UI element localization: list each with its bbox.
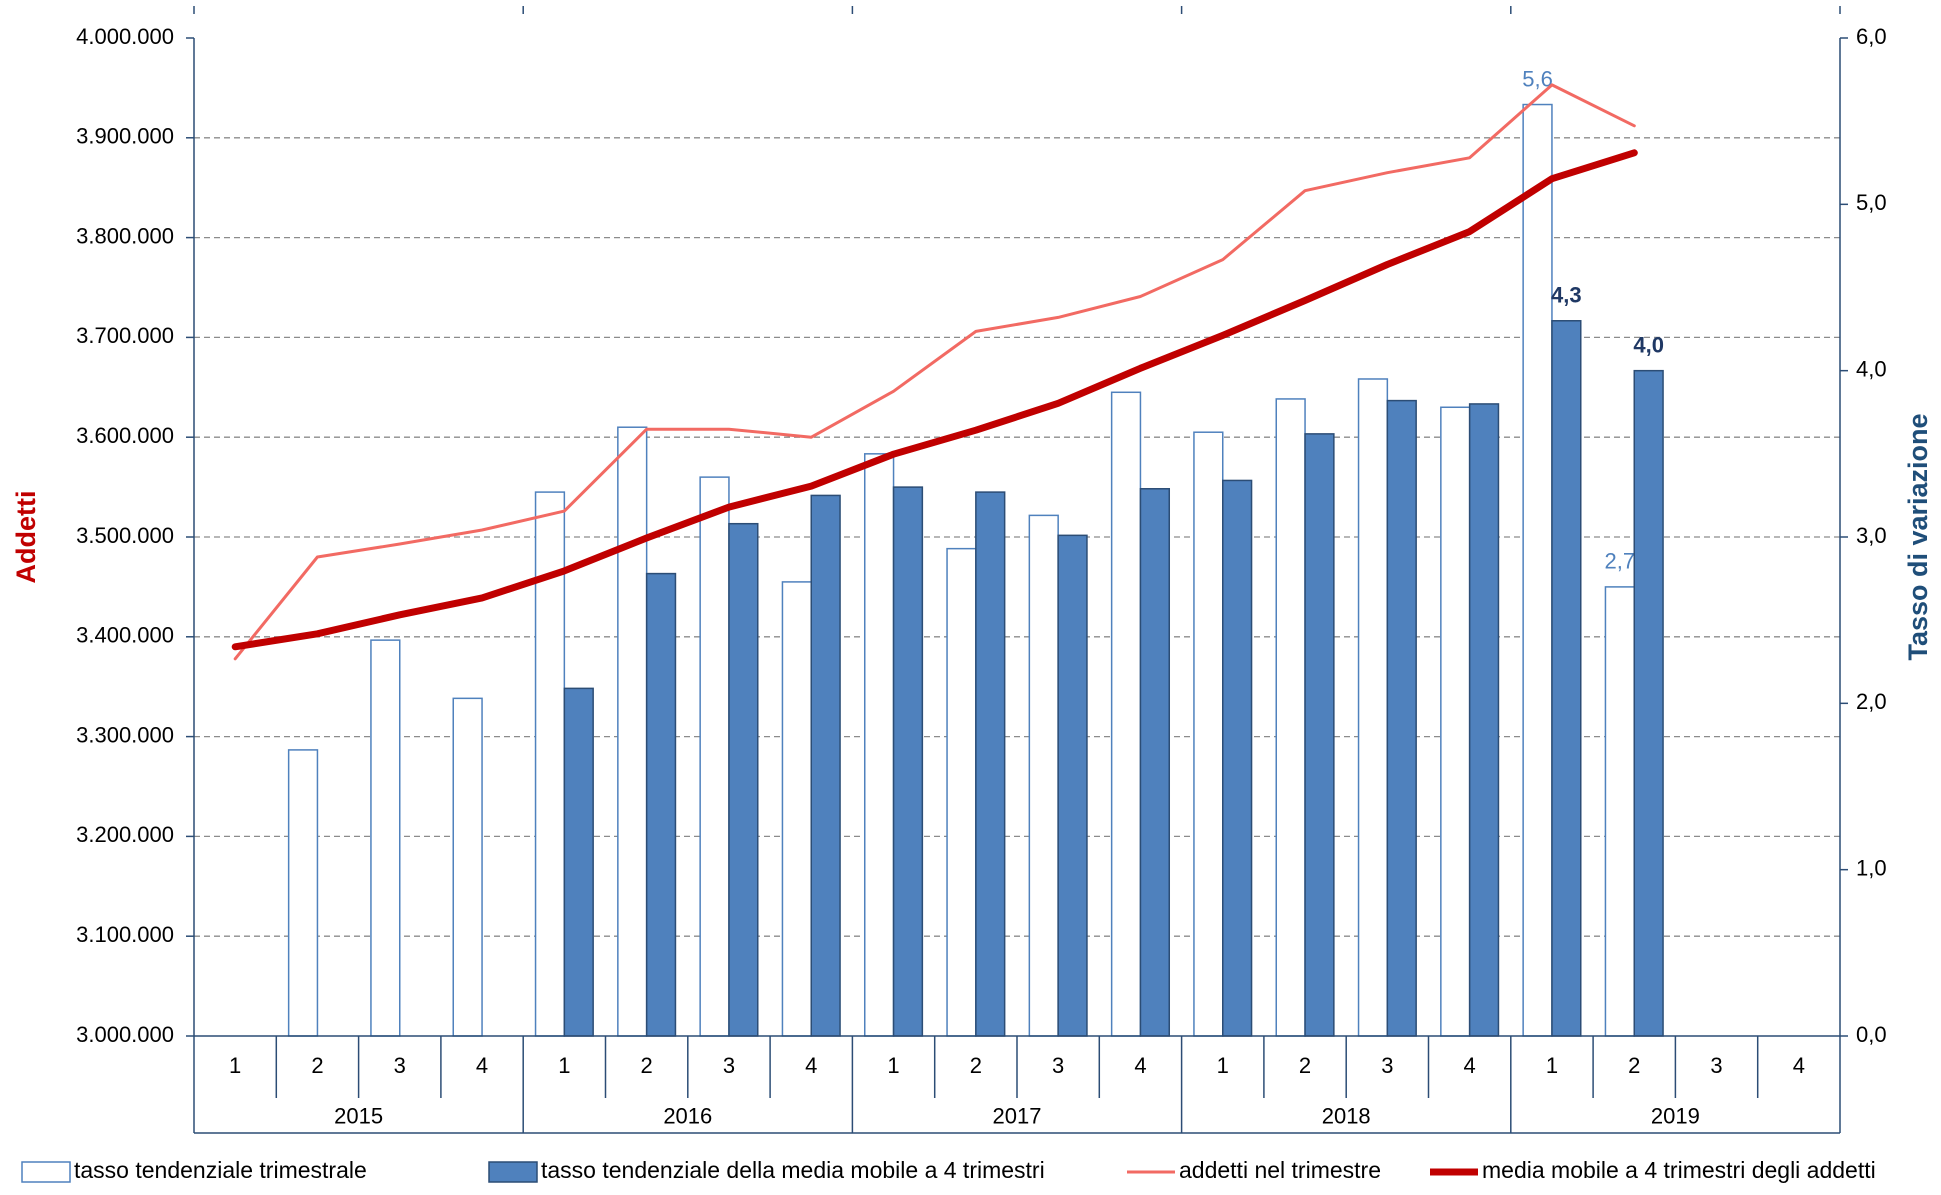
x-tick-label: 2 xyxy=(1299,1053,1311,1078)
x-tick-label: 3 xyxy=(1710,1053,1722,1078)
bar xyxy=(1357,378,1389,1037)
bar xyxy=(1386,399,1417,1037)
x-tick-label: 1 xyxy=(887,1053,899,1078)
x-tick-label: 3 xyxy=(723,1053,735,1078)
bar xyxy=(563,687,594,1037)
y2-axis-title: Tasso di variazione xyxy=(1903,413,1933,660)
legend-label: tasso tendenziale trimestrale xyxy=(74,1157,367,1183)
bar xyxy=(645,572,677,1037)
x-tick-label: 4 xyxy=(1134,1053,1146,1078)
y2-tick-label: 4,0 xyxy=(1856,356,1887,381)
bar xyxy=(1139,488,1171,1037)
bar xyxy=(1633,369,1664,1037)
y-tick-label: 3.700.000 xyxy=(76,323,174,348)
bar xyxy=(863,453,895,1037)
bar xyxy=(370,639,401,1037)
bar xyxy=(699,476,730,1037)
x-tick-label: 1 xyxy=(229,1053,241,1078)
bar xyxy=(1193,431,1224,1037)
legend-label: addetti nel trimestre xyxy=(1179,1157,1381,1183)
x-tick-label: 1 xyxy=(558,1053,570,1078)
x-tick-label: 4 xyxy=(1464,1053,1476,1078)
x-tick-label: 2 xyxy=(970,1053,982,1078)
bar xyxy=(287,749,319,1037)
bar xyxy=(452,697,483,1037)
bar xyxy=(1440,406,1471,1037)
x-group-label: 2015 xyxy=(334,1103,383,1128)
y2-tick-label: 6,0 xyxy=(1856,24,1887,49)
x-group-label: 2018 xyxy=(1322,1103,1371,1128)
x-tick-label: 4 xyxy=(1793,1053,1805,1078)
bar xyxy=(1304,433,1335,1037)
line xyxy=(233,83,1636,661)
bar xyxy=(975,491,1006,1037)
y2-tick-label: 5,0 xyxy=(1856,190,1887,215)
data-label: 4,0 xyxy=(1633,332,1664,357)
y-tick-label: 3.900.000 xyxy=(76,124,174,149)
y2-tick-label: 0,0 xyxy=(1856,1022,1887,1047)
bar xyxy=(1028,514,1059,1037)
y-tick-label: 3.500.000 xyxy=(76,523,174,548)
bar xyxy=(810,494,841,1037)
x-tick-label: 4 xyxy=(476,1053,488,1078)
bar xyxy=(1110,391,1142,1037)
bar xyxy=(617,426,648,1037)
bar xyxy=(1551,320,1582,1037)
y-tick-label: 3.200.000 xyxy=(76,822,174,847)
legend-swatch xyxy=(488,1161,538,1183)
x-tick-label: 1 xyxy=(1217,1053,1229,1078)
y-tick-label: 3.800.000 xyxy=(76,223,174,248)
x-tick-label: 4 xyxy=(805,1053,817,1078)
data-label: 2,7 xyxy=(1605,549,1636,574)
legend-swatch xyxy=(21,1161,71,1183)
y2-tick-label: 1,0 xyxy=(1856,855,1887,880)
bar xyxy=(1604,586,1635,1037)
x-tick-label: 2 xyxy=(311,1053,323,1078)
bar xyxy=(892,486,924,1037)
y2-tick-label: 3,0 xyxy=(1856,523,1887,548)
y-tick-label: 3.100.000 xyxy=(76,922,174,947)
y-tick-label: 3.300.000 xyxy=(76,722,174,747)
x-tick-label: 1 xyxy=(1546,1053,1558,1078)
x-group-label: 2019 xyxy=(1651,1103,1700,1128)
legend-label: tasso tendenziale della media mobile a 4… xyxy=(541,1157,1045,1183)
bar xyxy=(1468,403,1500,1037)
x-tick-label: 2 xyxy=(641,1053,653,1078)
bar xyxy=(1522,103,1553,1037)
y2-tick-label: 2,0 xyxy=(1856,689,1887,714)
x-tick-label: 2 xyxy=(1628,1053,1640,1078)
line xyxy=(231,149,1638,651)
bar xyxy=(728,522,759,1037)
bar xyxy=(946,547,977,1037)
bar xyxy=(1222,479,1253,1037)
x-group-label: 2017 xyxy=(993,1103,1042,1128)
y-tick-label: 3.600.000 xyxy=(76,423,174,448)
bar xyxy=(1057,534,1088,1037)
bar xyxy=(1275,398,1306,1037)
x-tick-label: 3 xyxy=(1052,1053,1064,1078)
y-tick-label: 4.000.000 xyxy=(76,24,174,49)
y-axis-title: Addetti xyxy=(11,491,41,584)
x-group-label: 2016 xyxy=(663,1103,712,1128)
x-tick-label: 3 xyxy=(394,1053,406,1078)
y-tick-label: 3.000.000 xyxy=(76,1022,174,1047)
x-tick-label: 3 xyxy=(1381,1053,1393,1078)
y-tick-label: 3.400.000 xyxy=(76,623,174,648)
legend-label: media mobile a 4 trimestri degli addetti xyxy=(1482,1157,1876,1183)
bar xyxy=(781,581,813,1037)
data-label: 4,3 xyxy=(1551,283,1582,308)
